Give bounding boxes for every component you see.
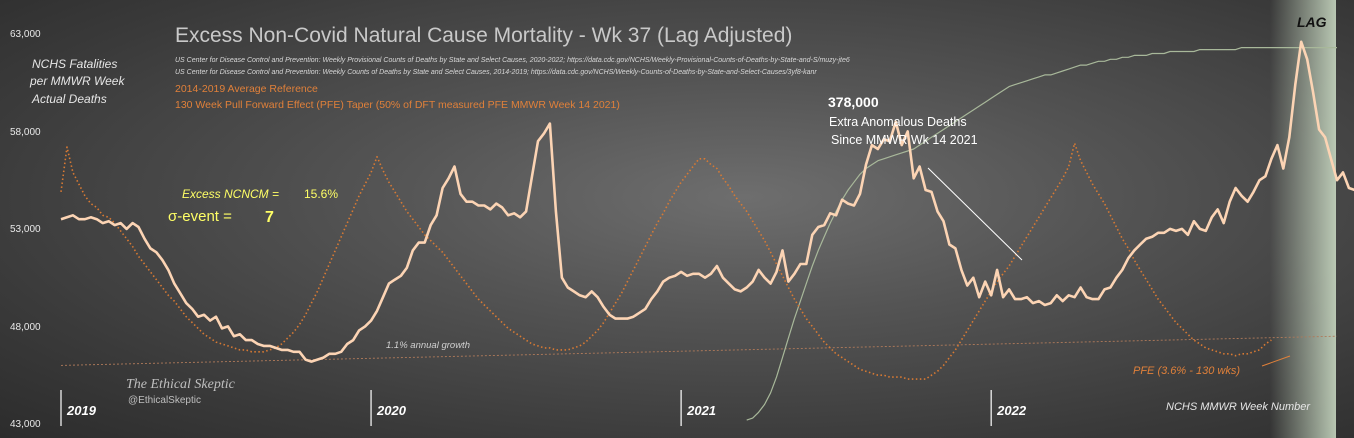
legend-reference: 2014-2019 Average Reference (175, 83, 318, 95)
ytick-label: 58,000 (10, 127, 41, 138)
anomalous-pointer (927, 167, 1023, 261)
ylabel-line-1: NCHS Fatalities (32, 57, 117, 71)
xaxis-label: NCHS MMWR Week Number (1166, 401, 1311, 413)
series-layer (60, 40, 1354, 421)
ytick-label: 53,000 (10, 224, 41, 235)
ylabel-line-3: Actual Deaths (31, 92, 107, 106)
lag-label: LAG (1297, 14, 1327, 30)
anomalous-line-1: Extra Anomalous Deaths (829, 115, 967, 129)
excess-value: 15.6% (304, 187, 338, 201)
pfe-pointer (1261, 355, 1291, 367)
legend-pfe-taper: 130 Week Pull Forward Effect (PFE) Taper… (175, 99, 620, 111)
pfe-label: PFE (3.6% - 130 wks) (1133, 365, 1240, 377)
sigma-label: σ-event = (168, 208, 232, 225)
lag-region (1270, 0, 1336, 438)
anomalous-line-2: Since MMWR Wk 14 2021 (831, 133, 978, 147)
ytick-label: 63,000 (10, 29, 41, 40)
sigma-value: 7 (265, 209, 274, 226)
ylabel-line-2: per MMWR Week (29, 74, 125, 88)
series-line-reference (60, 142, 1272, 380)
ytick-label: 48,000 (10, 322, 41, 333)
anomalous-total: 378,000 (828, 94, 879, 110)
year-label: 2019 (66, 403, 97, 418)
source-line-1: US Center for Disease Control and Preven… (175, 57, 850, 64)
excess-label: Excess NCNCM = (182, 187, 279, 201)
growth-label: 1.1% annual growth (386, 340, 470, 351)
brand-name: The Ethical Skeptic (126, 377, 236, 392)
series-line-actual (60, 40, 1354, 363)
year-label: 2021 (686, 403, 716, 418)
chart-title: Excess Non-Covid Natural Cause Mortality… (175, 24, 792, 47)
year-label: 2020 (376, 403, 407, 418)
year-layer: 2019 2020 2021 2022 (60, 390, 1027, 426)
series-line-cumulative (746, 46, 1337, 421)
brand-handle: @EthicalSkeptic (128, 395, 201, 406)
series-line-growth (60, 335, 1338, 366)
ytick-label: 43,000 (10, 419, 41, 430)
year-label: 2022 (996, 403, 1027, 418)
source-line-2: US Center for Disease Control and Preven… (175, 69, 817, 76)
